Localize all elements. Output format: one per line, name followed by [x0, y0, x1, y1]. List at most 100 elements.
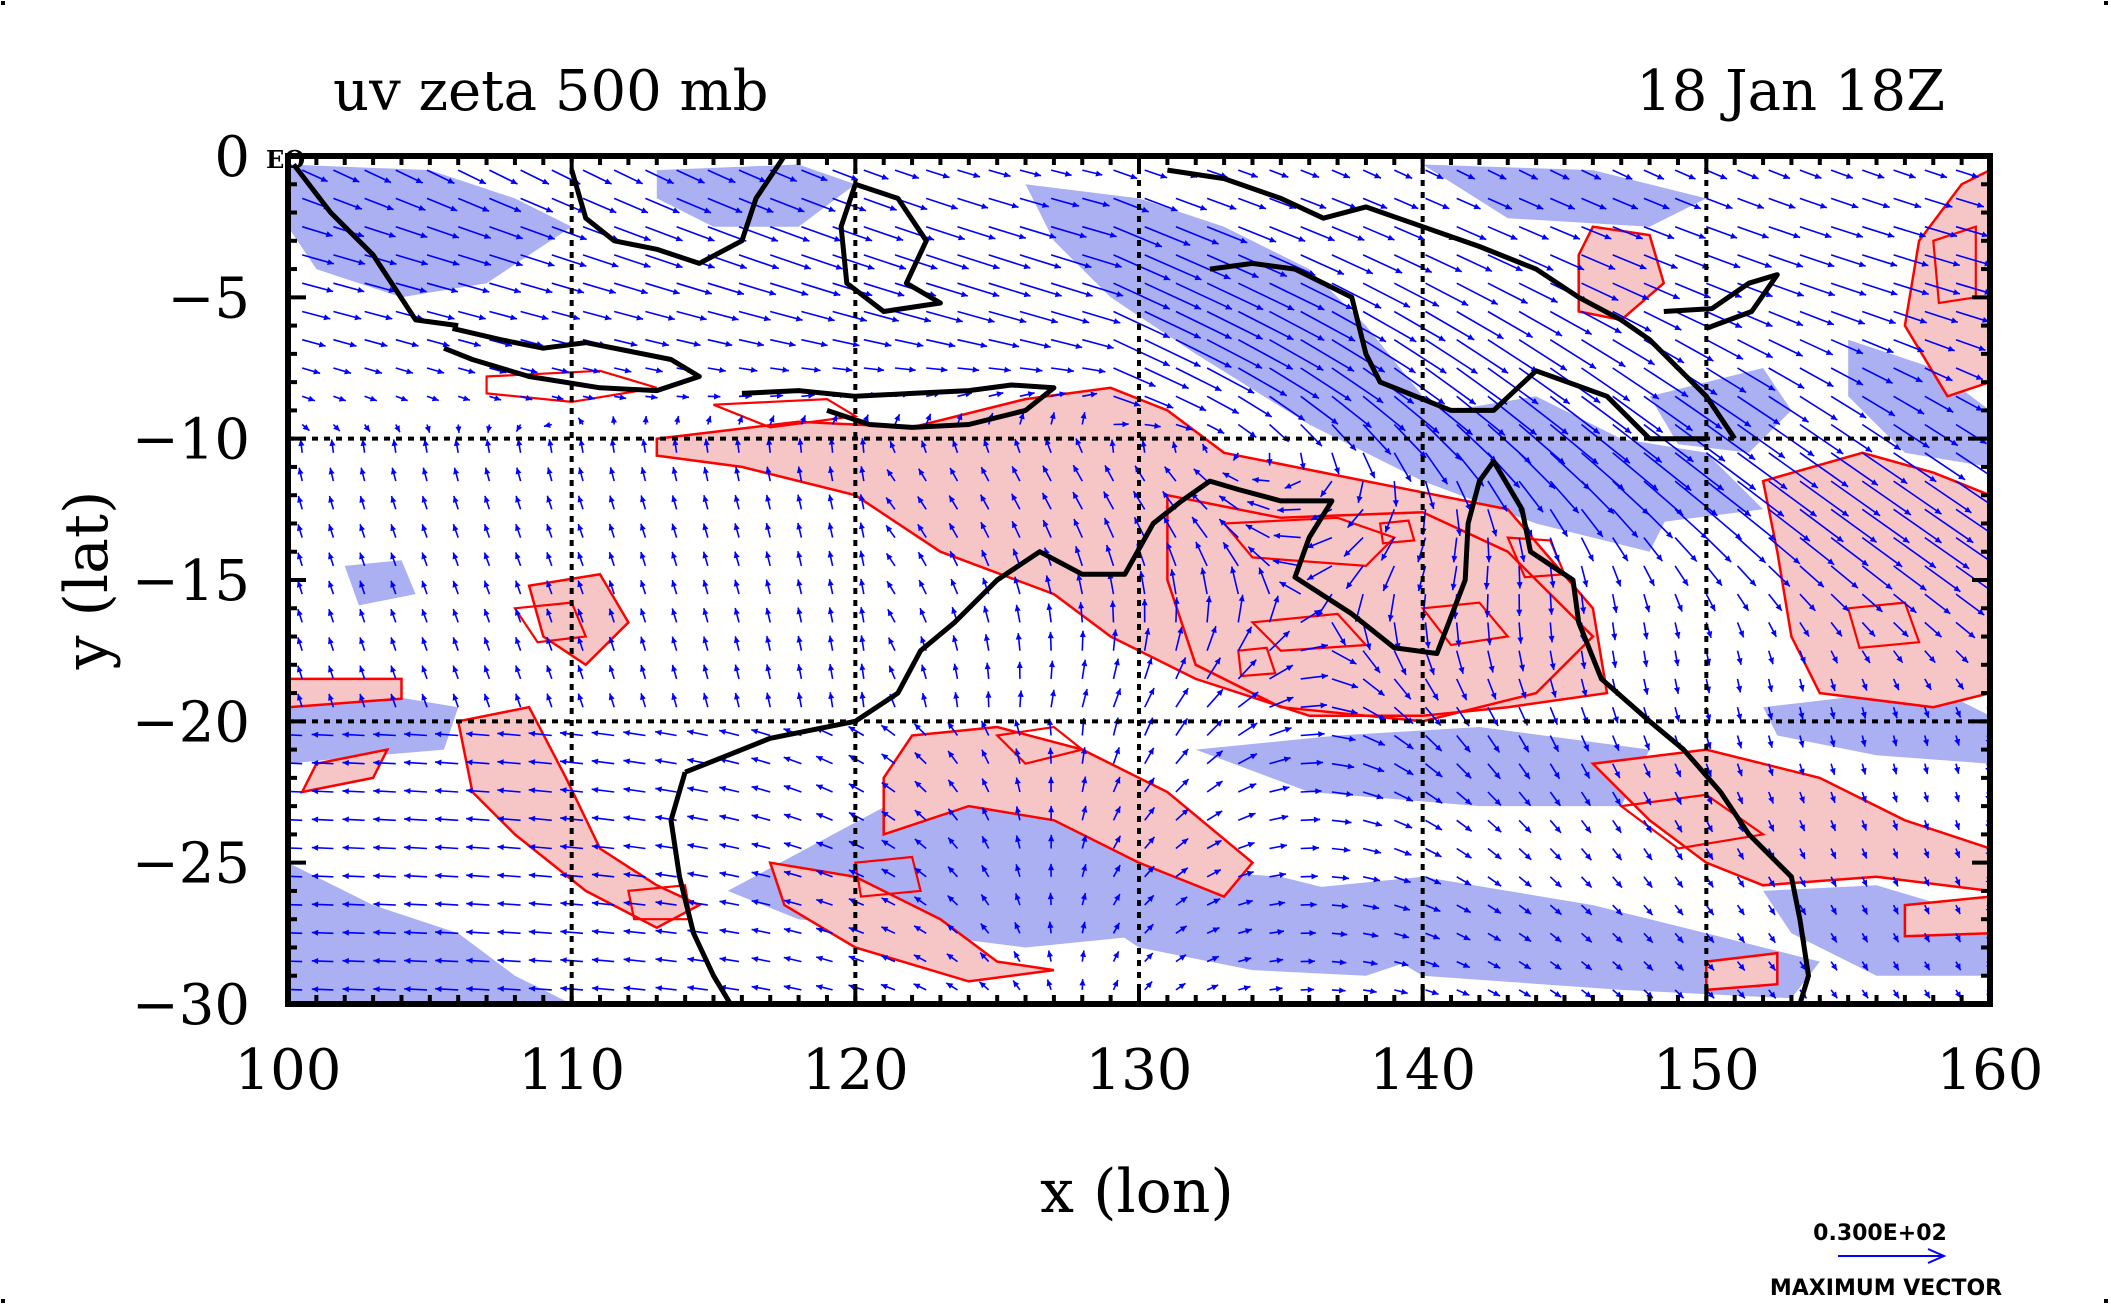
wind-vector-head: [608, 523, 615, 531]
wind-vector-head: [1373, 666, 1381, 673]
wind-vector-head: [421, 496, 428, 503]
wind-vector-head: [796, 607, 803, 615]
wind-vector-head: [796, 551, 803, 558]
wind-vector-head: [1464, 745, 1471, 753]
wind-vector-head: [1306, 542, 1314, 549]
wind-vector-head: [342, 957, 349, 964]
wind-vector-head: [577, 665, 584, 673]
wind-vector-head: [1686, 455, 1694, 462]
wind-vector-head: [1470, 367, 1478, 374]
wind-vector: [1269, 310, 1325, 342]
wind-vector-head: [719, 928, 727, 934]
wind-vector-head: [816, 784, 824, 791]
wind-vector: [1393, 367, 1446, 405]
wind-vector: [288, 818, 303, 822]
wind-vector-head: [734, 692, 740, 700]
wind-vector-head: [1223, 273, 1231, 280]
wind-vector-head: [674, 415, 681, 423]
wind-vector-head: [1549, 663, 1556, 670]
wind-vector-head: [1468, 398, 1476, 405]
wind-vector-head: [546, 693, 552, 701]
wind-vector-head: [1464, 825, 1472, 832]
wind-vector: [707, 225, 747, 242]
wind-vector-head: [1757, 203, 1764, 209]
wind-vector-head: [1402, 905, 1410, 911]
wind-vector-head: [1738, 880, 1744, 888]
wind-vector: [1830, 536, 1869, 567]
wind-vector-head: [1454, 453, 1462, 461]
wind-vector-head: [640, 467, 647, 475]
wind-vector: [1612, 367, 1660, 400]
wind-vector-head: [1673, 659, 1680, 667]
wind-vector-head: [546, 580, 552, 588]
wind-vector-head: [704, 207, 711, 214]
wind-vector-head: [307, 395, 315, 402]
wind-vector-head: [1943, 607, 1951, 614]
wind-vector-head: [1331, 417, 1338, 425]
wind-vector-head: [1076, 574, 1083, 581]
wind-vector-head: [1765, 352, 1773, 358]
wind-vector: [1082, 310, 1121, 324]
wind-vector-head: [342, 731, 349, 738]
wind-vector-head: [1611, 295, 1619, 301]
wind-vector-head: [1214, 385, 1222, 391]
wind-vector-head: [1249, 783, 1257, 790]
wind-vector-head: [1279, 581, 1287, 588]
wind-vector-head: [796, 635, 803, 643]
wind-vector-head: [1287, 304, 1295, 310]
wind-vector-head: [1515, 265, 1523, 271]
wind-vector-head: [578, 467, 584, 475]
wind-vector: [1580, 452, 1625, 491]
wind-vector-head: [1434, 878, 1441, 885]
wind-vector: [1237, 395, 1273, 418]
wind-vector-head: [1211, 238, 1219, 245]
wind-vector-head: [344, 368, 351, 375]
wind-vector-head: [1081, 805, 1088, 813]
wind-vector: [1175, 310, 1232, 340]
wind-vector-head: [655, 786, 662, 793]
wind-vector-head: [1315, 439, 1322, 447]
wind-vector-head: [1957, 682, 1964, 690]
wind-vector: [1893, 423, 1930, 449]
y-tick-label: −10: [132, 408, 250, 473]
wind-vector-head: [950, 579, 957, 586]
wind-vector-head: [1075, 438, 1082, 446]
wind-vector-head: [483, 524, 490, 532]
wind-vector-head: [1247, 387, 1255, 394]
wind-vector-head: [925, 413, 932, 421]
wind-vector-head: [515, 260, 523, 267]
wind-vector-head: [1081, 835, 1088, 842]
wind-vector-head: [455, 426, 462, 433]
wind-vector-head: [1493, 935, 1501, 941]
wind-vector-head: [1954, 851, 1961, 858]
wind-vector-head: [1341, 902, 1349, 909]
wind-vector-head: [687, 842, 695, 849]
wind-vector: [1924, 452, 1966, 481]
wind-vector-head: [452, 609, 459, 616]
wind-vector-head: [1264, 411, 1272, 417]
grid-layer: [288, 156, 1990, 1004]
wind-vector-head: [739, 263, 747, 269]
wind-vector-head: [1873, 509, 1881, 516]
wind-vector: [1175, 338, 1232, 369]
wind-vector-head: [1908, 172, 1916, 179]
wind-vector-head: [1213, 898, 1221, 905]
wind-vector-head: [1286, 665, 1293, 671]
wind-vector-head: [560, 872, 567, 879]
wind-vector-head: [1593, 173, 1601, 180]
wind-vector-head: [1748, 483, 1756, 490]
positive-vorticity-contour: [882, 725, 1255, 899]
wind-vector-head: [1216, 689, 1223, 696]
wind-vector: [1393, 339, 1447, 374]
wind-vector-head: [577, 580, 584, 588]
wind-vector: [1393, 282, 1440, 308]
wind-vector-head: [1892, 851, 1898, 859]
wind-vector-head: [1549, 581, 1556, 588]
wind-vector-head: [1114, 865, 1121, 872]
wind-vector-head: [342, 759, 349, 766]
coastline-australia: [668, 771, 733, 1004]
wind-vector: [1144, 367, 1189, 390]
wind-vector-head: [1047, 892, 1054, 900]
wind-vector: [1144, 338, 1201, 368]
wind-vector-head: [608, 288, 616, 294]
